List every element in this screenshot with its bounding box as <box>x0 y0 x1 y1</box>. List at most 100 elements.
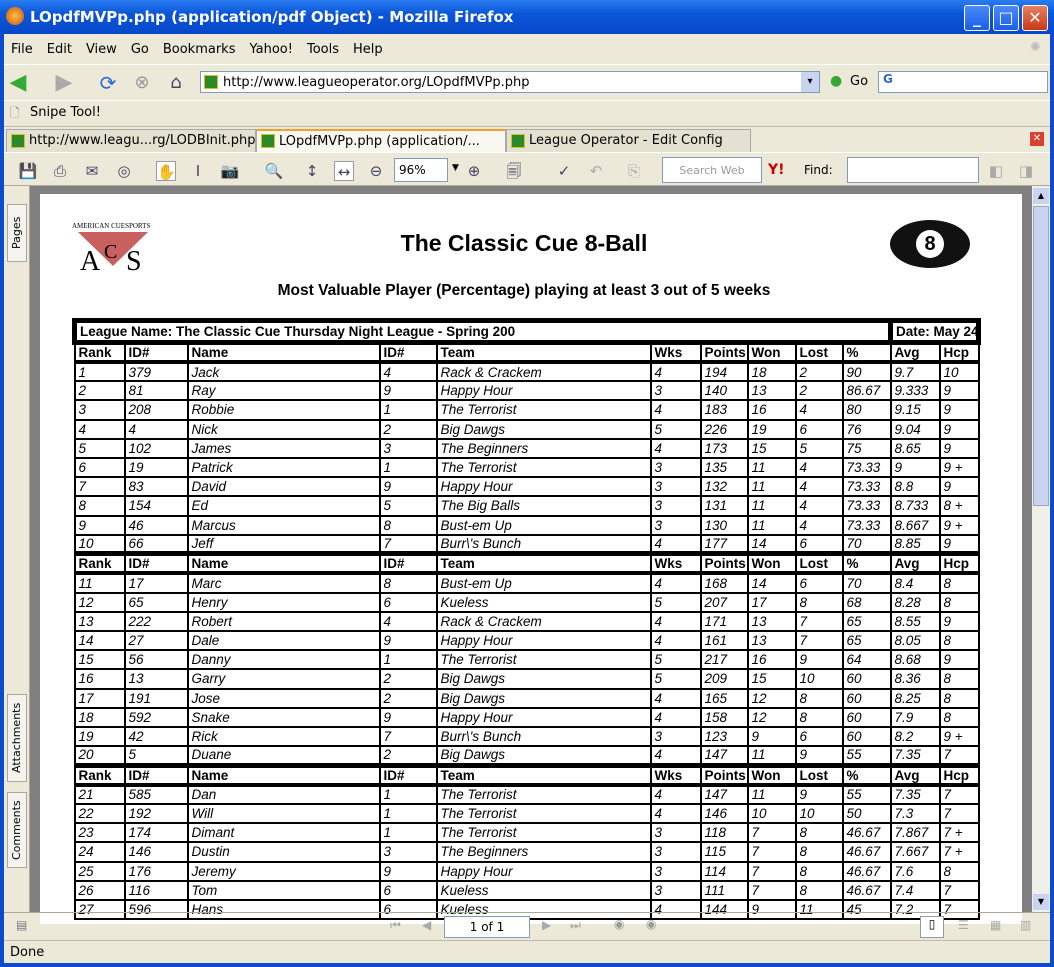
fit-width-icon[interactable]: ↔ <box>334 161 354 181</box>
table-cell: 4 <box>649 706 702 728</box>
stop-icon[interactable]: ⊗ <box>134 72 150 93</box>
table-cell: 171 <box>699 610 749 632</box>
go-icon[interactable]: ● <box>830 73 843 89</box>
table-cell: 9 <box>378 476 438 498</box>
table-cell: 8 <box>794 591 844 613</box>
menu-help[interactable]: Help <box>353 42 383 57</box>
column-header: ID# <box>378 762 438 787</box>
go-button[interactable]: Go <box>850 74 869 89</box>
table-cell: 73.33 <box>841 476 892 498</box>
search-web-input[interactable]: Search Web <box>662 157 762 183</box>
page-number-input[interactable]: 1 of 1 <box>444 916 530 938</box>
first-page-icon[interactable]: ⏮ <box>390 918 401 932</box>
forward-icon[interactable]: ▶ <box>55 70 73 95</box>
table-cell: 46.67 <box>841 841 892 863</box>
menu-bookmarks[interactable]: Bookmarks <box>162 42 236 57</box>
zoom-in-tool-icon[interactable]: 🔍 <box>264 162 284 180</box>
minimize-button[interactable]: _ <box>964 5 990 31</box>
table-cell: 8 <box>794 841 844 863</box>
close-tab-icon[interactable]: ✕ <box>1030 132 1044 146</box>
continuous-facing-icon[interactable]: ▥ <box>1020 918 1032 932</box>
zoom-level-input[interactable]: 96% <box>394 158 448 182</box>
column-header: Points <box>699 762 749 787</box>
scrollbar-thumb[interactable] <box>1033 206 1049 506</box>
zoom-dropdown-icon[interactable]: ▼ <box>452 163 459 173</box>
tab-lodbinit[interactable]: http://www.leagu...rg/LODBInit.php <box>6 129 256 153</box>
table-cell: 7.9 <box>889 706 941 728</box>
menu-tools[interactable]: Tools <box>306 42 339 57</box>
maximize-button[interactable]: □ <box>993 5 1019 31</box>
url-input[interactable]: http://www.leagueoperator.org/LOpdfMVPp.… <box>200 71 820 93</box>
table-cell: 65 <box>841 629 892 652</box>
panel-toggle-icon[interactable]: ▤ <box>16 918 28 932</box>
table-cell: 26 <box>73 879 126 901</box>
menu-edit[interactable]: Edit <box>46 42 72 57</box>
menu-yahoo[interactable]: Yahoo! <box>249 42 293 57</box>
zoom-in-icon[interactable]: ⊕ <box>467 162 481 180</box>
comments-tab[interactable]: Comments <box>7 792 27 868</box>
undo-icon[interactable]: ↶ <box>589 162 603 180</box>
spellcheck-icon[interactable]: ✓ <box>557 162 571 180</box>
back-icon[interactable]: ◀ <box>9 70 27 95</box>
tab-lopdfmvpp[interactable]: LOpdfMVPp.php (application/... <box>256 129 506 153</box>
previous-page-icon[interactable]: ◀ <box>422 918 432 932</box>
next-view-icon[interactable]: ◉ <box>646 917 657 931</box>
rotate-pages-icon[interactable]: 🗐 <box>506 162 522 180</box>
hand-tool-icon[interactable]: ✋ <box>156 161 176 181</box>
previous-view-icon[interactable]: ◉ <box>614 917 625 931</box>
select-text-icon[interactable]: I <box>195 162 201 180</box>
zoom-out-icon[interactable]: ⊖ <box>369 162 383 180</box>
continuous-icon[interactable]: ☰ <box>958 918 969 932</box>
tab-edit-config[interactable]: League Operator - Edit Config <box>506 129 751 153</box>
email-icon[interactable]: ✉ <box>85 162 99 180</box>
fit-height-icon[interactable]: ↕ <box>305 162 319 180</box>
last-page-icon[interactable]: ⏭ <box>570 918 581 932</box>
home-icon[interactable]: ⌂ <box>170 72 182 93</box>
table-cell: 4 <box>794 495 844 517</box>
yahoo-icon[interactable]: Y! <box>768 162 785 178</box>
header-row: Rank ID# Name ID# Team Wks Points Won Lost% Avg Hc… <box>73 551 980 576</box>
table-cell: 7.35 <box>889 745 941 767</box>
table-cell: 10 <box>794 668 844 690</box>
attachments-tab[interactable]: Attachments <box>7 694 27 782</box>
table-cell: 8.4 <box>889 572 941 594</box>
table-cell: 17 <box>73 687 126 709</box>
scroll-down-icon[interactable]: ▼ <box>1033 894 1049 910</box>
table-cell: 146 <box>123 841 189 863</box>
menu-go[interactable]: Go <box>130 42 149 57</box>
table-cell: 8.55 <box>889 610 941 632</box>
reload-icon[interactable]: ⟳ <box>99 71 117 95</box>
vertical-scrollbar[interactable]: ▲ ▼ <box>1032 186 1050 912</box>
save-icon[interactable]: 💾 <box>18 162 38 180</box>
table-cell: 9 <box>938 418 980 440</box>
table-cell: Robert <box>186 610 381 632</box>
print-icon[interactable]: ⎙ <box>53 162 66 180</box>
table-cell: 3 <box>649 841 702 863</box>
facing-icon[interactable]: ▦ <box>990 918 1002 932</box>
pages-tab[interactable]: Pages <box>7 204 27 262</box>
next-page-icon[interactable]: ▶ <box>542 918 552 932</box>
single-page-icon[interactable]: ▯ <box>920 916 944 938</box>
find-previous-icon[interactable]: ◧ <box>988 162 1004 180</box>
table-row: 23 174 Dimant 1 The Terrorist 3 118 7 8 46.67 7.86… <box>73 822 980 844</box>
find-binoculars-icon[interactable]: ◎ <box>117 162 131 180</box>
table-row: 12 65 Henry 6 Kueless 5 207 17 8 68 8.28 8 <box>73 591 980 613</box>
find-label[interactable]: Find: <box>804 163 833 177</box>
close-button[interactable]: ✕ <box>1022 5 1048 31</box>
menu-file[interactable]: File <box>11 42 33 57</box>
table-cell: 7 <box>938 898 980 921</box>
snapshot-icon[interactable]: 📷 <box>220 162 240 180</box>
url-dropdown-icon[interactable]: ▾ <box>801 72 819 92</box>
find-input[interactable] <box>847 157 979 183</box>
scroll-up-icon[interactable]: ▲ <box>1033 188 1049 204</box>
table-cell: Dan <box>186 783 381 805</box>
table-cell: 12 <box>73 591 126 613</box>
search-input[interactable]: G <box>878 71 1048 93</box>
find-next-icon[interactable]: ◨ <box>1018 162 1034 180</box>
bookmark-snipe-tool[interactable]: Snipe Tool! <box>30 105 101 120</box>
table-cell: 118 <box>699 822 749 844</box>
copy-icon[interactable]: ⎘ <box>627 162 640 180</box>
table-cell: 64 <box>841 649 892 671</box>
menu-view[interactable]: View <box>85 42 117 57</box>
